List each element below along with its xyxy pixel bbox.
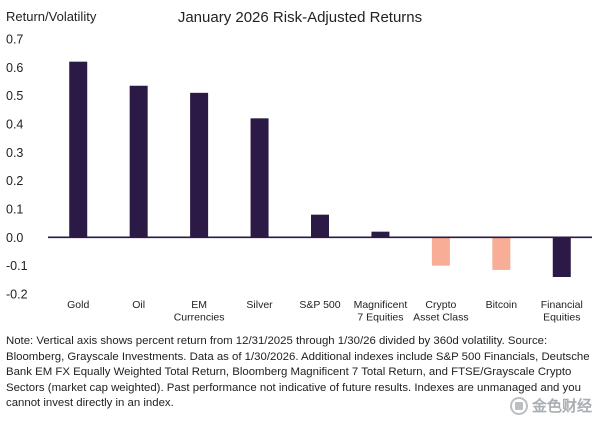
x-tick-label: Oil <box>132 299 145 311</box>
y-tick-label: 0.6 <box>6 61 23 75</box>
x-tick-label: Silver <box>246 299 273 311</box>
jinse-logo-icon <box>509 396 528 415</box>
y-tick-label: 0.3 <box>6 146 23 160</box>
bar <box>250 118 269 238</box>
footnote: Note: Vertical axis shows percent return… <box>6 335 590 410</box>
x-tick-label: Gold <box>67 299 89 311</box>
bar <box>69 61 88 238</box>
bar <box>431 237 450 266</box>
y-tick-label: 0.1 <box>6 203 23 217</box>
x-tick-label: EM Currencies <box>174 299 225 324</box>
bar <box>129 85 148 238</box>
y-tick-label: 0.7 <box>6 33 23 47</box>
bar <box>311 214 329 238</box>
x-tick-label: Financial Equities <box>541 299 583 324</box>
y-tick-label: 0.4 <box>6 118 23 132</box>
x-tick-label: Magnificent 7 Equities <box>354 299 408 324</box>
y-tick-label: 0.2 <box>6 174 23 188</box>
bar <box>371 231 390 238</box>
y-tick-label: -0.1 <box>6 259 28 273</box>
watermark-text: 金色财经 <box>531 398 592 415</box>
x-tick-label: Bitcoin <box>486 299 518 311</box>
y-axis-label: Return/Volatility <box>6 9 97 24</box>
x-tick-label: S&P 500 <box>299 299 340 311</box>
bar <box>552 237 571 277</box>
chart-title: January 2026 Risk-Adjusted Returns <box>177 9 423 26</box>
bar <box>190 92 209 238</box>
x-tick-label: Crypto Asset Class <box>413 299 468 324</box>
y-tick-label: 0.0 <box>6 231 23 245</box>
bar-chart: 0.7 0.6 0.5 0.4 0.3 0.2 0.1 0.0 -0.1 -0.2 Gold Oil E… <box>6 33 592 324</box>
bar <box>492 237 511 270</box>
y-tick-label: 0.5 <box>6 89 23 103</box>
y-tick-label: -0.2 <box>6 288 28 302</box>
watermark: 金色财经 <box>509 395 592 416</box>
